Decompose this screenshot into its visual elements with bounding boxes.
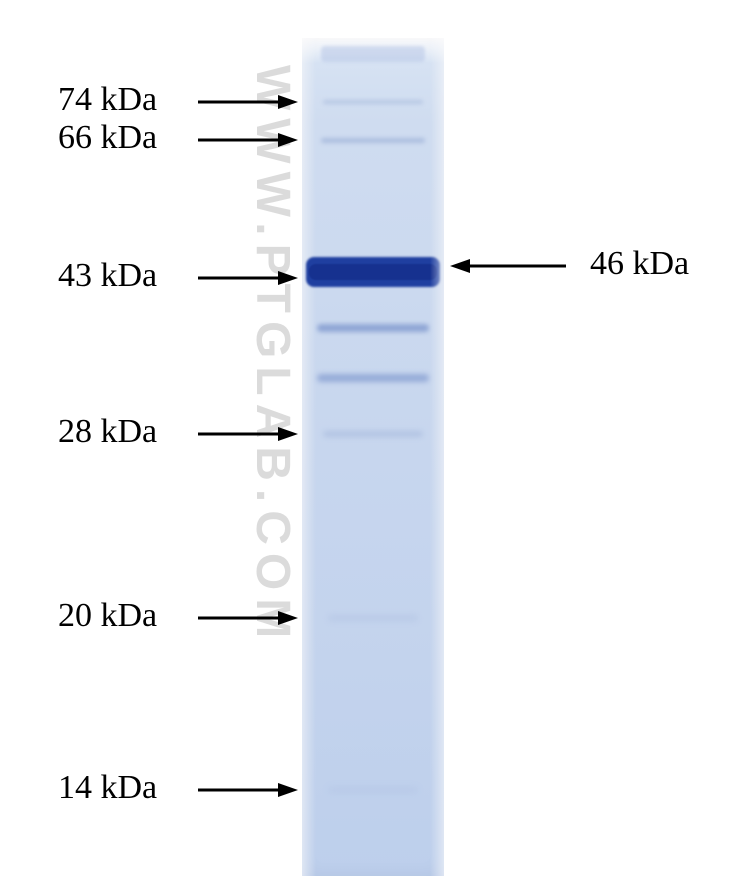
- target-band-arrow-icon: [450, 256, 566, 276]
- gel-figure: WWW.PTGLAB.COM 74 kDa66 kDa43 kDa28 kDa2…: [0, 0, 740, 885]
- right-annotation-host: 46 kDa: [0, 0, 740, 885]
- target-band-label: 46 kDa: [590, 247, 689, 281]
